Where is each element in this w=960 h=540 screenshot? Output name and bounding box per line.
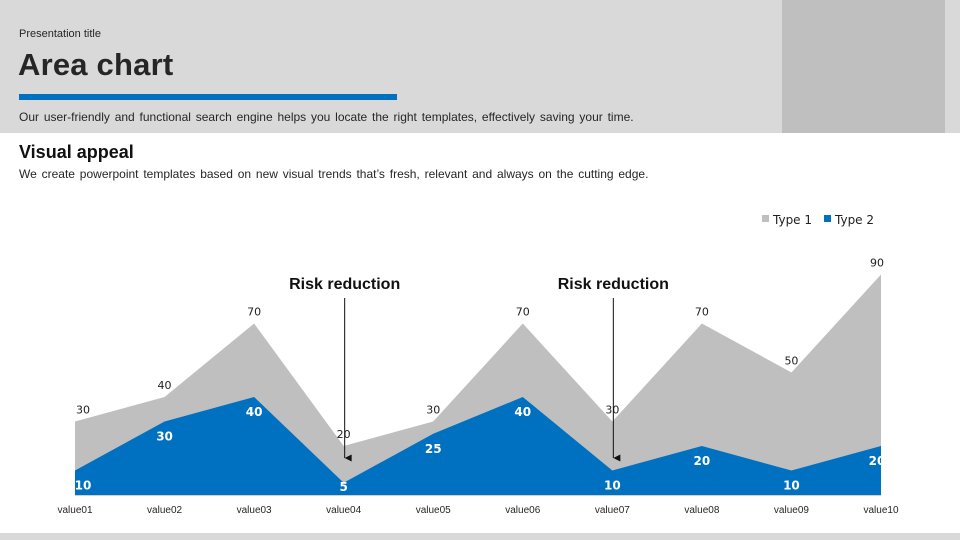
data-label-type2-value10: 20 (869, 454, 886, 468)
data-label-type2-value05: 25 (425, 442, 442, 456)
x-tick-label-value03: value03 (237, 505, 272, 516)
footer-band (0, 533, 960, 540)
data-label-type2-value01: 10 (75, 479, 92, 493)
legend-swatch-type-1 (762, 215, 769, 222)
data-label-type1-value07: 30 (605, 404, 619, 417)
data-label-type1-value01: 30 (76, 404, 90, 417)
page-title: Area chart (18, 47, 174, 82)
title-underline (19, 94, 397, 100)
data-label-type2-value08: 20 (694, 454, 711, 468)
annotation-label-1: Risk reduction (289, 276, 400, 293)
x-tick-label-value10: value10 (863, 505, 898, 516)
x-tick-label-value04: value04 (326, 505, 361, 516)
data-label-type1-value02: 40 (158, 379, 172, 392)
legend-label-type-2: Type 2 (834, 213, 874, 227)
data-label-type1-value09: 50 (784, 355, 798, 368)
area-series-type-2 (75, 397, 881, 495)
header-description: Our user-friendly and functional search … (19, 110, 634, 124)
x-tick-label-value09: value09 (774, 505, 809, 516)
data-label-type2-value09: 10 (783, 479, 800, 493)
section-title: Visual appeal (19, 142, 134, 162)
data-label-type2-value02: 30 (156, 430, 173, 444)
x-tick-label-value01: value01 (57, 505, 92, 516)
data-label-type2-value06: 40 (514, 405, 531, 419)
data-label-type2-value07: 10 (604, 479, 621, 493)
data-label-type2-value04: 5 (339, 480, 347, 494)
section-description: We create powerpoint templates based on … (19, 167, 649, 181)
x-tick-label-value02: value02 (147, 505, 182, 516)
x-tick-label-value05: value05 (416, 505, 451, 516)
header-side-panel (782, 0, 945, 133)
data-label-type1-value05: 30 (426, 404, 440, 417)
x-tick-label-value08: value08 (684, 505, 719, 516)
data-label-type1-value08: 70 (695, 306, 709, 319)
presentation-title: Presentation title (19, 28, 101, 40)
x-tick-label-value06: value06 (505, 505, 540, 516)
x-tick-label-value07: value07 (595, 505, 630, 516)
data-label-type1-value03: 70 (247, 306, 261, 319)
legend-swatch-type-2 (824, 215, 831, 222)
data-label-type1-value06: 70 (516, 306, 530, 319)
data-label-type2-value03: 40 (246, 405, 263, 419)
data-label-type1-value10: 90 (870, 257, 884, 270)
legend-label-type-1: Type 1 (772, 213, 812, 227)
annotation-label-2: Risk reduction (558, 276, 669, 293)
data-label-type1-value04: 20 (337, 428, 351, 441)
